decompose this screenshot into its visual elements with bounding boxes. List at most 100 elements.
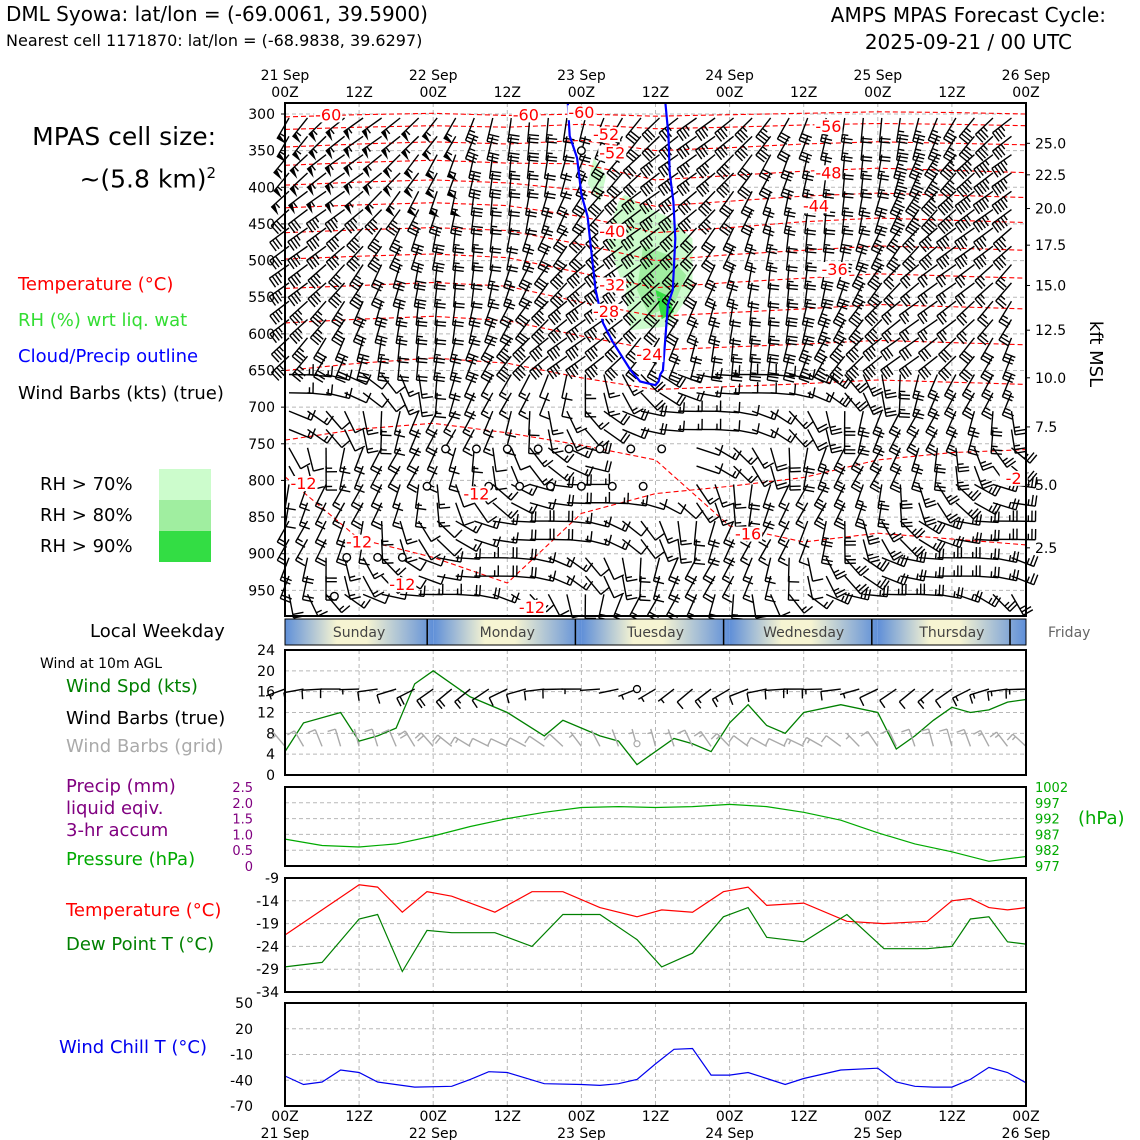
wind-barb — [829, 355, 846, 383]
wind-barb — [271, 732, 286, 747]
wind-barb — [992, 550, 1020, 564]
wind-barb — [529, 528, 555, 541]
wind-barb — [973, 172, 994, 197]
wind-barb — [766, 337, 780, 364]
wind-barb — [694, 135, 716, 160]
wind-barb — [902, 245, 920, 272]
wind-barb — [331, 319, 346, 347]
pressure-tick-label: 987 — [1035, 828, 1060, 843]
wind-barb — [443, 117, 457, 145]
calm-wind-circle — [595, 444, 605, 454]
temperature-label-group: -52 — [592, 125, 621, 144]
wind-barb — [770, 428, 798, 444]
wind-barb — [898, 355, 920, 380]
wind-barb — [492, 483, 519, 501]
wind-barb — [324, 154, 345, 178]
wind-barb — [437, 569, 464, 582]
wind-barb — [850, 465, 864, 493]
temperature-contour-label: -60 — [568, 103, 594, 122]
wind-barb — [455, 520, 483, 534]
wind-barb — [780, 172, 794, 200]
wind-barb — [289, 319, 308, 345]
calm-wind-circle — [533, 444, 543, 454]
wind-barb — [640, 520, 665, 541]
wind-barb — [658, 520, 679, 544]
wind-barb — [603, 520, 631, 532]
nearest-cell-label: Nearest cell 1171870: lat/lon = (-68.983… — [6, 31, 423, 50]
wind-barb — [603, 428, 631, 444]
wind-barb — [552, 227, 568, 255]
wind-barb — [677, 390, 705, 402]
wind-barb — [370, 264, 385, 292]
wind-barb — [881, 539, 904, 561]
wind-barb — [843, 429, 856, 455]
wind-barb — [306, 227, 327, 252]
wind-barb — [547, 318, 568, 344]
wind-barb — [693, 730, 712, 747]
wind-barb — [825, 575, 847, 599]
wind-barb — [737, 154, 753, 181]
wind-barb — [807, 410, 829, 433]
wind-barb — [566, 282, 586, 308]
wind-barb — [872, 410, 885, 439]
bottom-hour-label: 12Z — [494, 1109, 521, 1125]
wind-barb — [640, 404, 668, 417]
wind-barb — [1011, 510, 1037, 523]
wind-barb — [362, 172, 383, 197]
wind-barb — [470, 264, 483, 291]
wind-barb — [1011, 528, 1037, 541]
wind-barb — [621, 392, 644, 415]
wind-barb — [339, 688, 360, 695]
wind-barb — [343, 135, 364, 160]
wind-barb — [287, 730, 305, 747]
wind-barb — [506, 227, 519, 255]
wind-barb — [927, 117, 942, 145]
weekday-label: Local Weekday — [90, 621, 225, 642]
wind-barb — [621, 282, 642, 307]
wind-barb — [820, 520, 833, 548]
wind-barb — [918, 227, 938, 253]
wind-barb — [704, 264, 717, 292]
dewpoint-label: Dew Point T (°C) — [66, 934, 215, 955]
wind-barb — [840, 136, 853, 163]
wind-barb — [859, 688, 879, 707]
wind-barb — [603, 575, 625, 599]
wind-barb — [936, 502, 960, 524]
wind-barb — [899, 538, 926, 558]
calm-wind-circle — [564, 444, 574, 454]
wind-barb — [990, 429, 1003, 455]
wind-barb — [357, 688, 378, 701]
wind-barb — [956, 319, 975, 345]
wind-barb — [364, 209, 383, 235]
wind-barb — [325, 245, 346, 271]
wind-barb — [585, 534, 613, 546]
wind-barb — [492, 447, 507, 473]
wind-barb — [505, 737, 527, 747]
windchill-line — [284, 1047, 1027, 1088]
pressure-tick-label: 300 — [248, 107, 275, 123]
wind-barb — [822, 227, 835, 254]
top-date-label: 22 Sep — [409, 68, 458, 84]
wind-barb — [602, 245, 623, 270]
wind-barb — [561, 392, 573, 420]
wind-barb — [356, 337, 370, 365]
wind-barb — [917, 355, 938, 380]
wind-barb — [295, 539, 309, 567]
wind-barb — [414, 732, 434, 747]
wind-barb — [474, 536, 502, 548]
wind-barb — [844, 374, 869, 394]
wind-barb — [686, 300, 699, 329]
wind-barb — [714, 465, 742, 479]
wind-barb — [307, 282, 327, 308]
calm-circle — [632, 684, 642, 694]
wind-barb — [955, 590, 983, 603]
wind-barb — [798, 539, 810, 567]
wind-barb — [714, 117, 735, 142]
wind-barb — [825, 557, 847, 580]
windbarbs-grid-label: Wind Barbs (grid) — [66, 736, 224, 757]
wind-barb — [308, 135, 327, 161]
kft-tick-label: 10.0 — [1035, 371, 1066, 387]
wind-barb — [798, 136, 813, 164]
wind-barb — [694, 117, 716, 142]
wind-barb — [714, 135, 735, 161]
